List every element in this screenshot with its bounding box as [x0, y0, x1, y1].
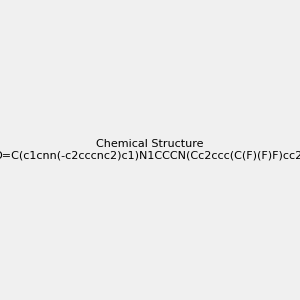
Text: Chemical Structure
O=C(c1cnn(-c2cccnc2)c1)N1CCCN(Cc2ccc(C(F)(F)F)cc2): Chemical Structure O=C(c1cnn(-c2cccnc2)c…: [0, 139, 300, 161]
